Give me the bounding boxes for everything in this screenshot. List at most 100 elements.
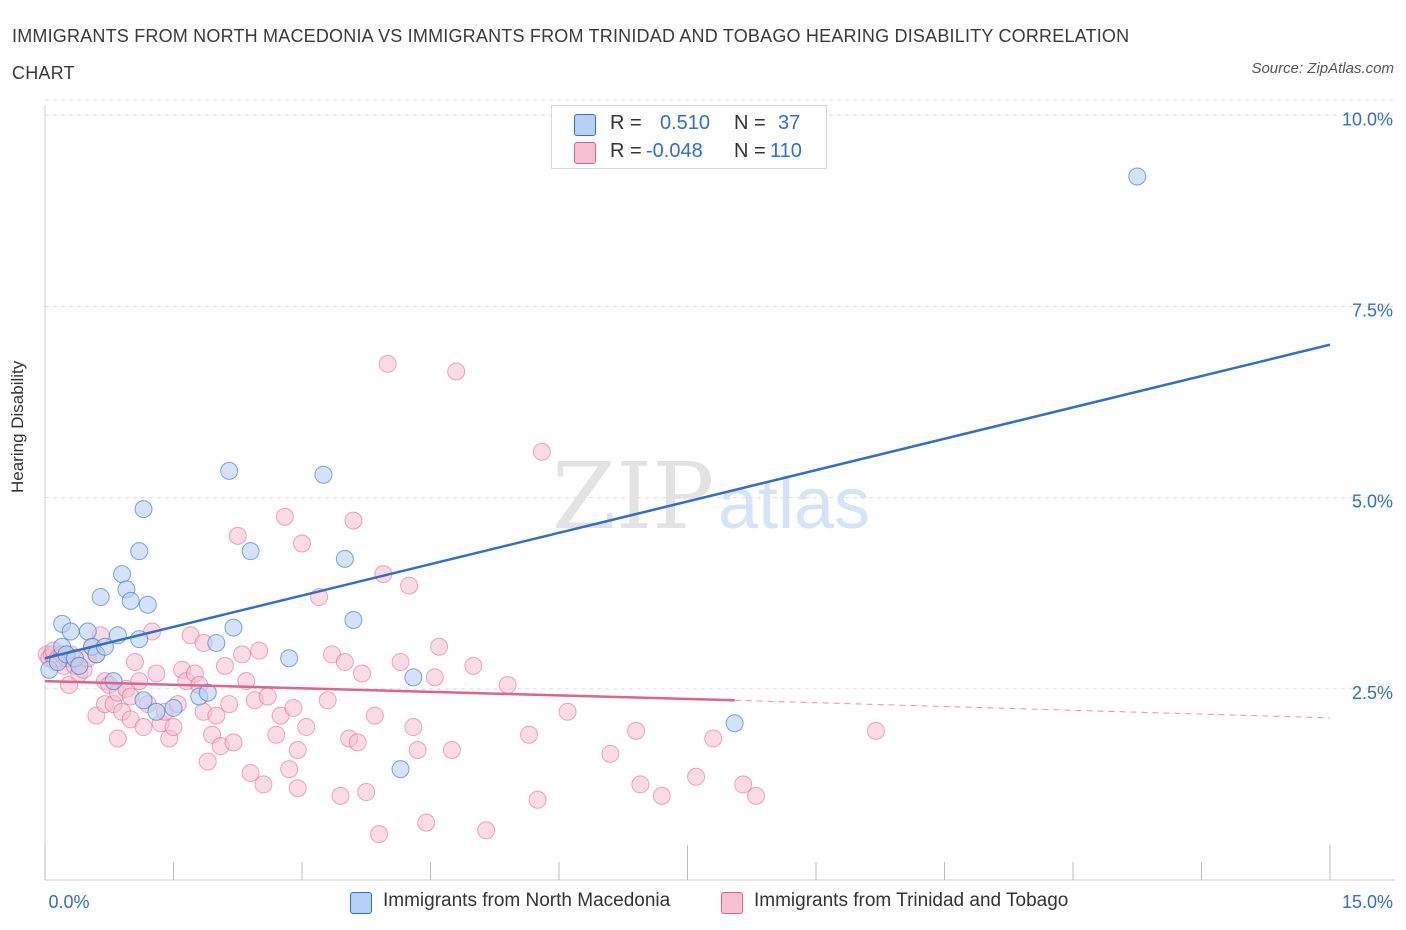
gridlines xyxy=(45,99,1395,690)
legend-swatch-pink xyxy=(721,892,743,914)
data-point-macedonia xyxy=(241,542,260,561)
legend-n-value: 110 xyxy=(770,140,802,162)
data-point-macedonia xyxy=(70,656,89,675)
x-tick-label: 0.0% xyxy=(48,892,89,912)
legend-n-label: N = xyxy=(734,140,766,162)
data-point-trinidad xyxy=(430,637,449,656)
data-point-trinidad xyxy=(331,786,350,805)
data-point-trinidad xyxy=(408,741,427,759)
data-point-macedonia xyxy=(224,618,243,637)
data-point-trinidad xyxy=(224,733,243,752)
data-point-trinidad xyxy=(370,825,389,844)
y-tick-label: 10.0% xyxy=(1342,109,1393,129)
legend-r-value: 0.510 xyxy=(660,112,711,134)
data-point-trinidad xyxy=(335,653,354,672)
data-point-trinidad xyxy=(631,775,650,794)
data-point-macedonia xyxy=(104,672,123,691)
chart-title: IMMIGRANTS FROM NORTH MACEDONIA VS IMMIG… xyxy=(12,26,1130,83)
data-point-trinidad xyxy=(250,641,269,660)
data-point-macedonia xyxy=(335,549,354,568)
data-point-trinidad xyxy=(442,741,461,759)
data-point-trinidad xyxy=(391,653,410,672)
data-point-trinidad xyxy=(866,721,885,740)
legend-n-value: 37 xyxy=(778,112,801,134)
data-point-trinidad xyxy=(425,668,444,687)
bottom-legend-label: Immigrants from North Macedonia xyxy=(383,890,671,911)
data-point-trinidad xyxy=(601,744,620,763)
y-tick-label: 7.5% xyxy=(1352,300,1393,320)
data-point-macedonia xyxy=(91,588,110,607)
legend-n-label: N = xyxy=(734,112,766,134)
data-point-trinidad xyxy=(198,752,217,771)
data-point-trinidad xyxy=(108,729,127,748)
axes xyxy=(44,105,1395,881)
data-point-trinidad xyxy=(477,821,496,840)
data-point-trinidad xyxy=(254,775,273,794)
data-point-trinidad xyxy=(532,442,551,461)
trend-line-trinidad-extension xyxy=(734,699,1331,719)
data-point-macedonia xyxy=(147,702,166,721)
legend-r-value: -0.048 xyxy=(646,140,703,162)
trend-lines xyxy=(44,343,1331,719)
watermark-atlas: atlas xyxy=(718,464,870,544)
series-trinidad-points xyxy=(37,354,885,844)
data-point-trinidad xyxy=(297,718,316,737)
data-point-trinidad xyxy=(164,718,183,737)
source-label: Source: ZipAtlas.com xyxy=(1251,60,1394,77)
data-point-macedonia xyxy=(134,500,153,519)
data-point-trinidad xyxy=(498,676,517,694)
data-point-trinidad xyxy=(627,721,646,740)
data-point-macedonia xyxy=(344,611,363,629)
data-point-macedonia xyxy=(134,691,153,710)
data-point-trinidad xyxy=(275,507,294,526)
data-point-trinidad xyxy=(704,729,723,748)
data-point-trinidad xyxy=(228,526,247,545)
legend-swatch-pink xyxy=(574,142,596,164)
data-point-trinidad xyxy=(352,664,371,683)
series-macedonia-points xyxy=(40,167,1147,779)
data-point-trinidad xyxy=(233,645,252,664)
data-point-macedonia xyxy=(725,714,744,733)
data-point-trinidad xyxy=(734,775,753,794)
data-point-trinidad xyxy=(652,786,671,805)
data-point-trinidad xyxy=(134,718,153,737)
data-point-macedonia xyxy=(78,622,97,641)
y-axis-label: Hearing Disability xyxy=(8,360,27,493)
data-point-trinidad xyxy=(357,783,376,802)
data-point-macedonia xyxy=(121,591,140,610)
data-point-trinidad xyxy=(220,695,239,714)
data-point-trinidad xyxy=(280,760,299,779)
data-point-trinidad xyxy=(147,664,166,683)
legend-swatch-blue xyxy=(350,892,372,914)
data-point-macedonia xyxy=(164,698,183,717)
data-point-trinidad xyxy=(288,779,307,798)
data-point-macedonia xyxy=(1128,167,1147,186)
data-point-trinidad xyxy=(687,767,706,786)
x-tick-label: 15.0% xyxy=(1342,892,1393,912)
data-point-trinidad xyxy=(293,534,311,553)
data-point-macedonia xyxy=(220,461,239,480)
data-point-macedonia xyxy=(113,565,132,584)
legend-r-label: R = xyxy=(610,112,642,134)
data-point-trinidad xyxy=(404,718,423,737)
correlation-legend: R = 0.510 N = 37 R = -0.048 N = 110 xyxy=(551,105,827,169)
trend-line-macedonia xyxy=(44,343,1331,660)
data-point-trinidad xyxy=(318,691,337,710)
data-point-macedonia xyxy=(61,622,80,641)
data-point-macedonia xyxy=(198,683,217,702)
data-point-trinidad xyxy=(258,687,277,706)
data-point-trinidad xyxy=(417,813,436,832)
legend-r-label: R = xyxy=(610,140,642,162)
data-point-macedonia xyxy=(404,668,423,687)
trend-line-trinidad xyxy=(44,679,735,702)
data-point-macedonia xyxy=(130,542,149,561)
data-point-macedonia xyxy=(391,760,410,779)
data-point-trinidad xyxy=(348,733,367,752)
data-point-trinidad xyxy=(284,698,303,717)
tick-labels: 2.5% 5.0% 7.5% 10.0% 0.0% 15.0% xyxy=(48,109,1393,912)
watermark-zip: ZIP xyxy=(552,443,714,550)
data-point-trinidad xyxy=(365,706,384,725)
data-point-trinidad xyxy=(378,354,397,373)
data-point-trinidad xyxy=(447,362,466,381)
